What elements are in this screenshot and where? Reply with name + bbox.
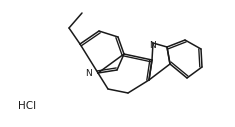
Text: N: N xyxy=(85,68,92,77)
Text: HCl: HCl xyxy=(18,101,36,111)
Text: N: N xyxy=(149,41,155,50)
